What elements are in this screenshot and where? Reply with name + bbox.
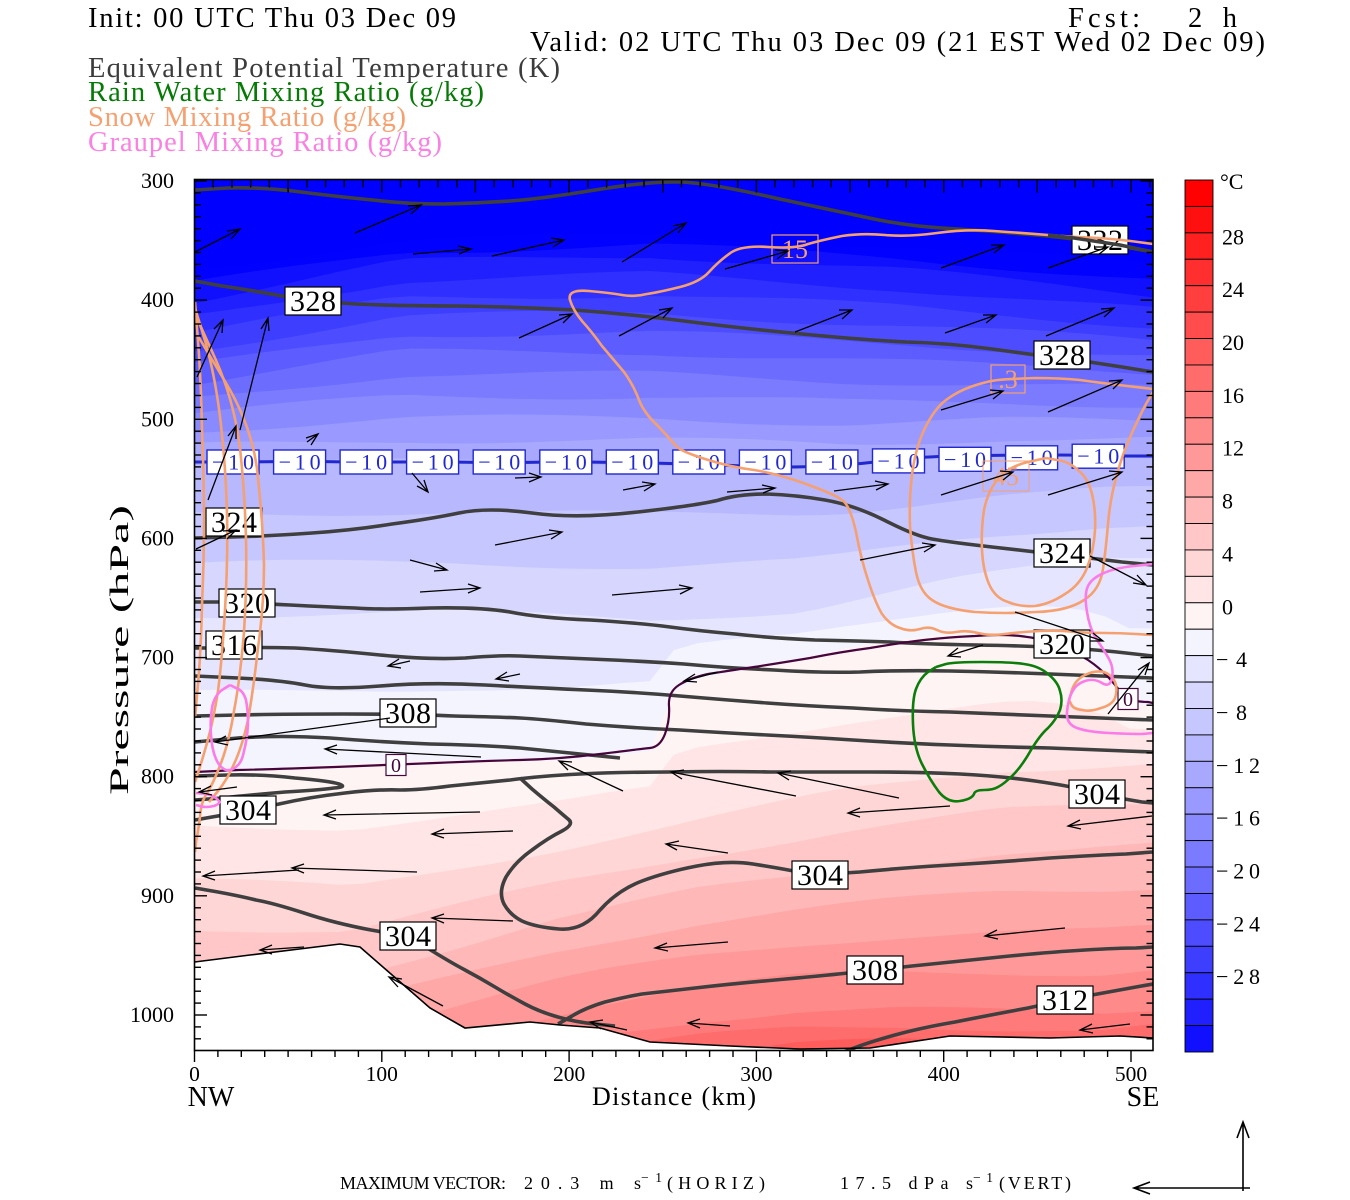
svg-text:308: 308 <box>852 954 898 987</box>
svg-text:328: 328 <box>1039 339 1085 372</box>
svg-text:1000: 1000 <box>130 1002 174 1027</box>
svg-text:Pressure (hPa): Pressure (hPa) <box>105 505 134 795</box>
svg-text:0: 0 <box>391 755 401 777</box>
svg-text:−20: −20 <box>1216 859 1260 884</box>
svg-text:28: 28 <box>1222 224 1244 249</box>
svg-text:100: 100 <box>366 1062 398 1086</box>
svg-text:24: 24 <box>1222 277 1244 302</box>
svg-text:304: 304 <box>797 859 843 892</box>
svg-text:−24: −24 <box>1216 911 1260 936</box>
svg-text:312: 312 <box>1042 984 1088 1017</box>
svg-text:324: 324 <box>211 506 257 539</box>
svg-text:Graupel Mixing Ratio (g/kg): Graupel Mixing Ratio (g/kg) <box>88 127 442 158</box>
svg-text:500: 500 <box>1115 1062 1147 1086</box>
svg-text:Init: 00 UTC Thu 03 Dec 09: Init: 00 UTC Thu 03 Dec 09 <box>88 3 456 34</box>
svg-text:−10: −10 <box>1077 444 1119 469</box>
svg-text:800: 800 <box>141 764 174 789</box>
svg-text:600: 600 <box>141 525 174 550</box>
svg-text:−10: −10 <box>545 450 587 475</box>
svg-text:(HORIZ): (HORIZ) <box>667 1173 765 1194</box>
svg-text:324: 324 <box>1039 537 1085 570</box>
svg-text:−10: −10 <box>811 450 853 475</box>
svg-text:304: 304 <box>385 920 431 953</box>
svg-text:−10: −10 <box>212 450 254 475</box>
svg-text:NW: NW <box>188 1082 235 1113</box>
svg-text:8: 8 <box>1222 489 1233 514</box>
svg-text:15: 15 <box>782 235 808 264</box>
svg-text:45: 45 <box>993 462 1019 491</box>
svg-text:304: 304 <box>1074 778 1120 811</box>
svg-text:308: 308 <box>385 697 431 730</box>
svg-text:328: 328 <box>290 285 336 318</box>
svg-text:Distance (km): Distance (km) <box>592 1082 756 1111</box>
svg-text:320: 320 <box>1039 628 1085 661</box>
svg-text:°C: °C <box>1220 169 1243 194</box>
svg-text:0: 0 <box>1123 689 1133 711</box>
svg-text:20: 20 <box>1222 330 1244 355</box>
svg-text:−10: −10 <box>345 450 387 475</box>
svg-text:0: 0 <box>189 1062 200 1086</box>
svg-text:Valid: 02 UTC Thu 03 Dec 09 (2: Valid: 02 UTC Thu 03 Dec 09 (21 EST Wed … <box>530 27 1265 58</box>
svg-text:−16: −16 <box>1216 806 1260 831</box>
svg-text:−28: −28 <box>1216 964 1260 989</box>
svg-text:12: 12 <box>1222 436 1244 461</box>
svg-text:Equivalent Potential Temperatu: Equivalent Potential Temperature (K) <box>88 53 560 84</box>
svg-text:−10: −10 <box>412 450 454 475</box>
svg-text:300: 300 <box>141 168 174 193</box>
svg-text:SE: SE <box>1127 1082 1160 1113</box>
svg-text:−12: −12 <box>1216 753 1260 778</box>
svg-text:Rain Water Mixing Ratio (g/kg): Rain Water Mixing Ratio (g/kg) <box>88 77 484 108</box>
svg-text:300: 300 <box>740 1062 772 1086</box>
svg-text:Snow Mixing Ratio (g/kg): Snow Mixing Ratio (g/kg) <box>88 102 406 133</box>
svg-text:304: 304 <box>225 794 271 827</box>
svg-text:900: 900 <box>141 883 174 908</box>
svg-text:−10: −10 <box>944 447 986 472</box>
svg-text:2 h: 2 h <box>1188 3 1237 34</box>
svg-text:.3: .3 <box>998 365 1018 394</box>
svg-text:16: 16 <box>1222 383 1244 408</box>
svg-text:400: 400 <box>928 1062 960 1086</box>
svg-text:0: 0 <box>1222 594 1233 619</box>
svg-text:−10: −10 <box>279 450 321 475</box>
svg-text:4: 4 <box>1222 541 1233 566</box>
svg-text:400: 400 <box>141 287 174 312</box>
svg-text:−10: −10 <box>478 450 520 475</box>
svg-text:500: 500 <box>141 406 174 431</box>
svg-text:200: 200 <box>553 1062 585 1086</box>
svg-text:700: 700 <box>141 645 174 670</box>
svg-text:316: 316 <box>211 629 257 662</box>
svg-text:−10: −10 <box>611 450 653 475</box>
svg-text:MAXIMUM VECTOR:: MAXIMUM VECTOR: <box>340 1173 506 1193</box>
